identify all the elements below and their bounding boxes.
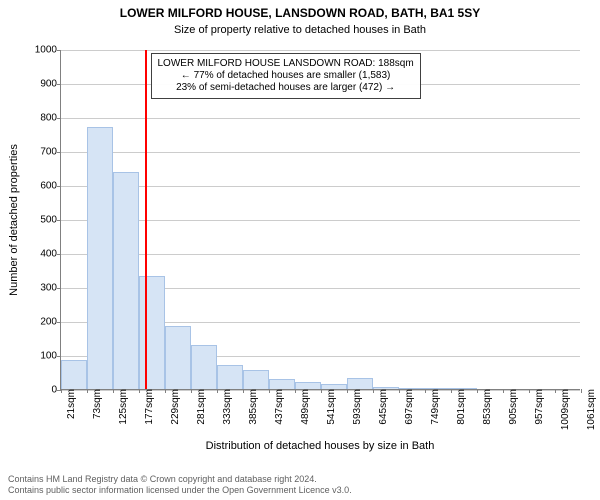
y-tick-label: 100 xyxy=(40,351,61,362)
x-tick-mark xyxy=(217,389,218,393)
x-tick-label: 21sqm xyxy=(64,389,77,419)
x-tick-label: 1061sqm xyxy=(584,389,597,430)
histogram-bar xyxy=(425,388,451,389)
x-tick-mark xyxy=(581,389,582,393)
x-tick-label: 749sqm xyxy=(428,389,441,425)
histogram-bar xyxy=(373,387,399,389)
x-tick-label: 801sqm xyxy=(454,389,467,425)
x-tick-label: 229sqm xyxy=(168,389,181,425)
histogram-bar xyxy=(295,382,321,389)
x-tick-mark xyxy=(87,389,88,393)
annotation-line: LOWER MILFORD HOUSE LANSDOWN ROAD: 188sq… xyxy=(158,58,414,70)
histogram-bar xyxy=(217,365,243,389)
x-tick-mark xyxy=(425,389,426,393)
y-tick-label: 300 xyxy=(40,283,61,294)
x-tick-label: 333sqm xyxy=(220,389,233,425)
attribution-text: Contains HM Land Registry data © Crown c… xyxy=(8,474,592,497)
x-tick-mark xyxy=(399,389,400,393)
histogram-bar xyxy=(139,276,165,389)
x-tick-mark xyxy=(321,389,322,393)
x-tick-mark xyxy=(165,389,166,393)
x-tick-mark xyxy=(373,389,374,393)
x-tick-label: 73sqm xyxy=(90,389,103,419)
chart-subtitle: Size of property relative to detached ho… xyxy=(0,24,600,36)
attribution-line: Contains HM Land Registry data © Crown c… xyxy=(8,474,592,485)
x-tick-label: 489sqm xyxy=(298,389,311,425)
y-tick-label: 900 xyxy=(40,79,61,90)
chart-title: LOWER MILFORD HOUSE, LANSDOWN ROAD, BATH… xyxy=(0,6,600,20)
x-axis-label: Distribution of detached houses by size … xyxy=(60,440,580,452)
attribution-line: Contains public sector information licen… xyxy=(8,485,592,496)
x-tick-label: 645sqm xyxy=(376,389,389,425)
x-tick-mark xyxy=(191,389,192,393)
y-tick-label: 0 xyxy=(51,385,61,396)
x-tick-mark xyxy=(555,389,556,393)
x-tick-mark xyxy=(477,389,478,393)
x-tick-label: 697sqm xyxy=(402,389,415,425)
property-marker-line xyxy=(145,50,147,389)
x-tick-label: 593sqm xyxy=(350,389,363,425)
histogram-bar xyxy=(243,370,269,389)
x-tick-mark xyxy=(451,389,452,393)
x-tick-label: 281sqm xyxy=(194,389,207,425)
x-tick-label: 385sqm xyxy=(246,389,259,425)
y-tick-label: 400 xyxy=(40,249,61,260)
x-tick-label: 905sqm xyxy=(506,389,519,425)
histogram-bar xyxy=(347,378,373,389)
y-axis-label: Number of detached properties xyxy=(4,0,24,440)
x-tick-mark xyxy=(529,389,530,393)
gridline xyxy=(61,118,580,119)
x-tick-label: 125sqm xyxy=(116,389,129,425)
x-tick-mark xyxy=(139,389,140,393)
annotation-box: LOWER MILFORD HOUSE LANSDOWN ROAD: 188sq… xyxy=(151,53,421,99)
y-tick-label: 1000 xyxy=(35,45,61,56)
histogram-bar xyxy=(113,172,139,389)
x-tick-label: 1009sqm xyxy=(558,389,571,430)
annotation-line: ← 77% of detached houses are smaller (1,… xyxy=(158,70,414,82)
histogram-bar xyxy=(61,360,87,389)
x-tick-label: 541sqm xyxy=(324,389,337,425)
chart-container: LOWER MILFORD HOUSE, LANSDOWN ROAD, BATH… xyxy=(0,0,600,500)
histogram-bar xyxy=(399,388,425,389)
y-tick-label: 200 xyxy=(40,317,61,328)
histogram-bar xyxy=(165,326,191,389)
y-tick-label: 700 xyxy=(40,147,61,158)
annotation-line: 23% of semi-detached houses are larger (… xyxy=(158,82,414,94)
x-tick-mark xyxy=(503,389,504,393)
histogram-bar xyxy=(451,388,477,389)
histogram-bar xyxy=(191,345,217,389)
gridline xyxy=(61,50,580,51)
y-tick-label: 500 xyxy=(40,215,61,226)
gridline xyxy=(61,152,580,153)
histogram-bar xyxy=(87,127,113,389)
x-tick-mark xyxy=(113,389,114,393)
x-tick-mark xyxy=(295,389,296,393)
x-tick-mark xyxy=(61,389,62,393)
x-tick-label: 437sqm xyxy=(272,389,285,425)
plot-area: 0100200300400500600700800900100021sqm73s… xyxy=(60,50,580,390)
y-tick-label: 600 xyxy=(40,181,61,192)
histogram-bar xyxy=(321,384,347,389)
x-tick-label: 853sqm xyxy=(480,389,493,425)
histogram-bar xyxy=(269,379,295,389)
x-tick-label: 957sqm xyxy=(532,389,545,425)
x-tick-label: 177sqm xyxy=(142,389,155,425)
x-tick-mark xyxy=(243,389,244,393)
x-tick-mark xyxy=(269,389,270,393)
x-tick-mark xyxy=(347,389,348,393)
y-tick-label: 800 xyxy=(40,113,61,124)
